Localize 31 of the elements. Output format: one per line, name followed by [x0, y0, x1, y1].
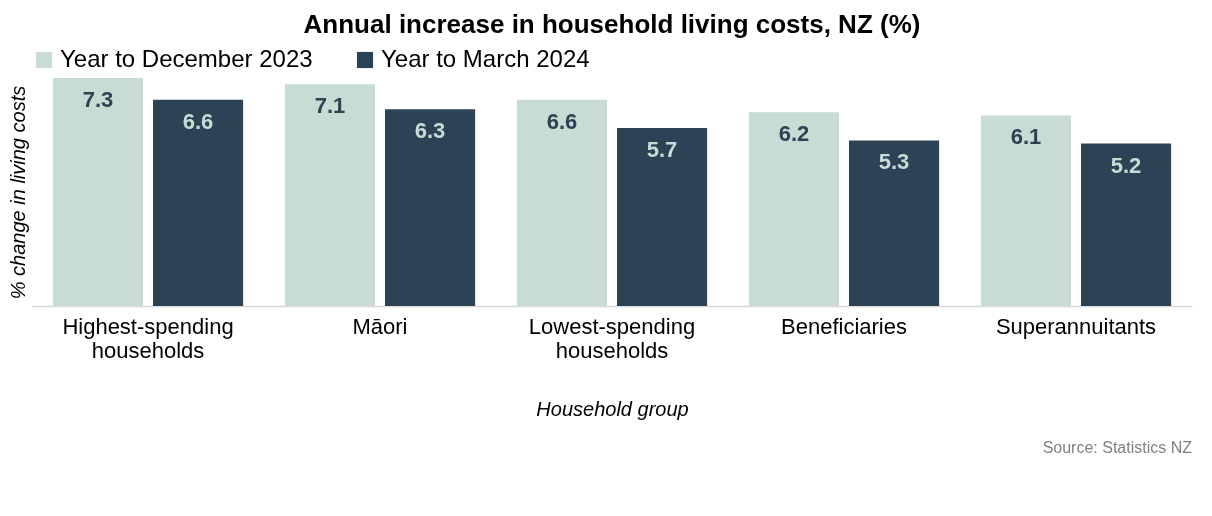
legend-label: Year to March 2024 — [381, 45, 590, 72]
data-label: 5.3 — [878, 149, 910, 175]
data-label: 7.3 — [82, 87, 114, 112]
bar — [980, 115, 1071, 306]
data-label: 6.2 — [778, 121, 810, 147]
bar — [153, 99, 244, 306]
source-note: Source: Statistics NZ — [1042, 439, 1193, 456]
chart-title: Annual increase in household living costs, NZ (%) — [303, 9, 921, 39]
x-tick-label: Māori — [352, 313, 408, 339]
bar — [284, 84, 375, 306]
x-tick-label: Highest-spending households — [62, 313, 234, 363]
x-tick-label: Lowest-spending households — [528, 313, 696, 363]
data-label: 5.7 — [646, 136, 678, 162]
data-label: 6.3 — [414, 118, 446, 144]
bar — [516, 99, 607, 306]
x-axis-title: Household group — [536, 397, 689, 420]
bar — [1081, 143, 1172, 306]
y-axis-title: % change in living costs — [6, 85, 29, 300]
bar — [849, 140, 940, 306]
legend-label: Year to December 2023 — [60, 45, 313, 72]
data-label: 7.1 — [314, 93, 346, 119]
bar — [385, 109, 476, 306]
x-tick-label: Beneficiaries — [781, 313, 907, 339]
bar — [748, 112, 839, 306]
x-tick-label: Superannuitants — [995, 313, 1157, 339]
data-label: 5.2 — [1110, 152, 1142, 178]
data-label: 6.6 — [546, 108, 578, 134]
bar — [617, 127, 708, 306]
data-label: 6.6 — [182, 108, 214, 134]
data-label: 6.1 — [1010, 124, 1042, 150]
bar — [52, 78, 143, 306]
